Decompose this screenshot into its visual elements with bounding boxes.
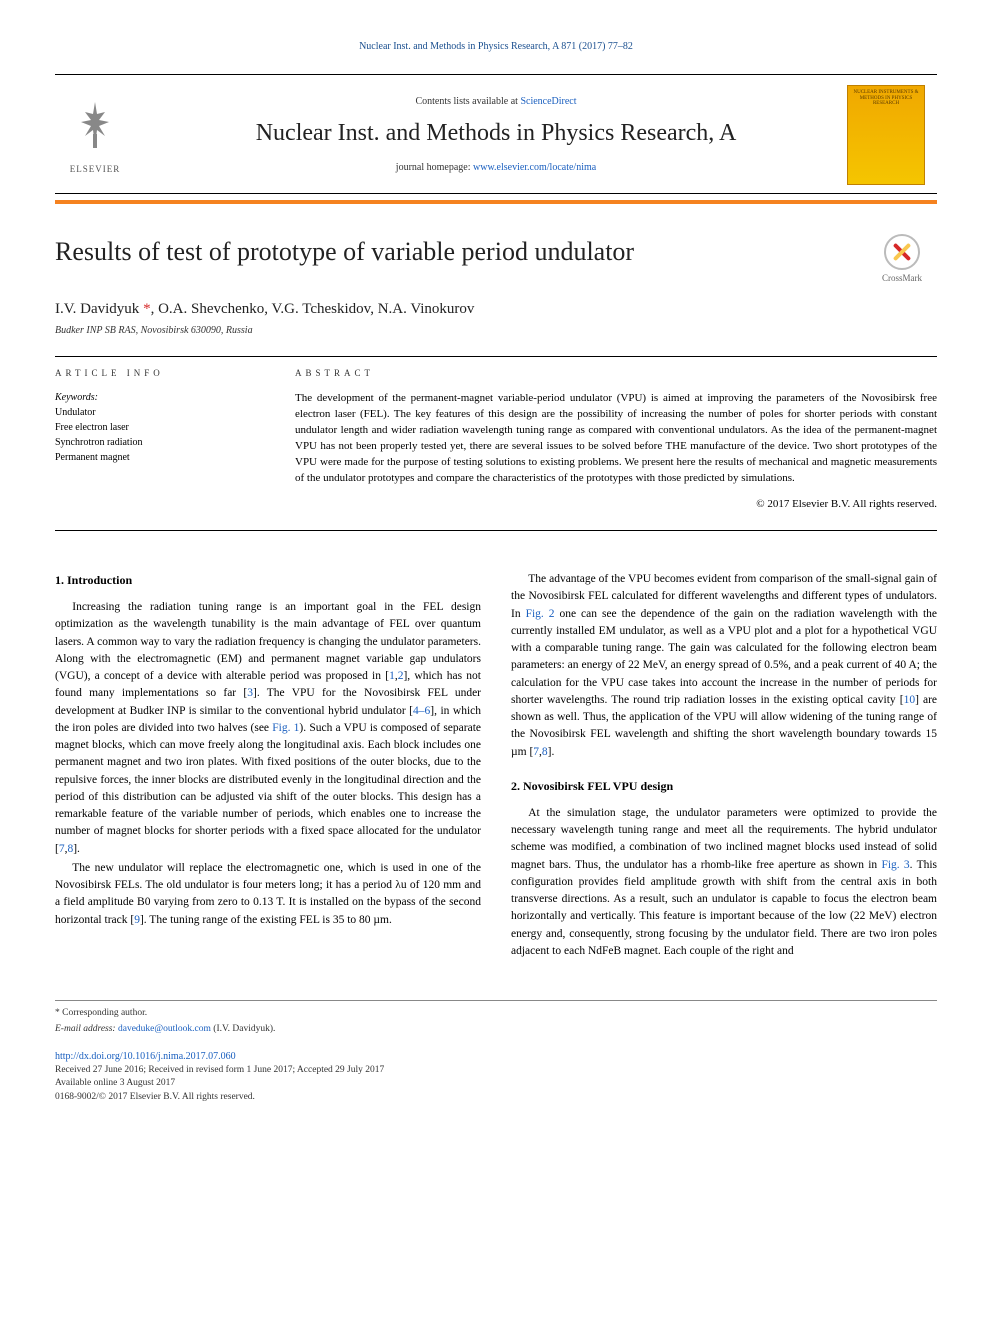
ref-link[interactable]: 10 <box>904 694 916 706</box>
footnote-block: * Corresponding author. E-mail address: … <box>55 1000 937 1104</box>
issn-copyright: 0168-9002/© 2017 Elsevier B.V. All right… <box>55 1091 937 1104</box>
crossmark-label: CrossMark <box>882 272 922 285</box>
orange-divider <box>55 200 937 204</box>
abstract-text: The development of the permanent-magnet … <box>295 391 937 487</box>
article-info-column: article info Keywords: Undulator Free el… <box>55 367 255 513</box>
sciencedirect-link[interactable]: ScienceDirect <box>520 96 576 107</box>
article-title: Results of test of prototype of variable… <box>55 234 847 270</box>
abstract-copyright: © 2017 Elsevier B.V. All rights reserved… <box>295 497 937 512</box>
figure-link[interactable]: Fig. 2 <box>526 608 555 620</box>
section-heading-2: 2. Novosibirsk FEL VPU design <box>511 777 937 795</box>
author-list: I.V. Davidyuk *, O.A. Shevchenko, V.G. T… <box>55 299 937 320</box>
contents-prefix: Contents lists available at <box>415 96 520 107</box>
journal-homepage-line: journal homepage: www.elsevier.com/locat… <box>165 161 827 175</box>
affiliation: Budker INP SB RAS, Novosibirsk 630090, R… <box>55 324 937 338</box>
received-dates: Received 27 June 2016; Received in revis… <box>55 1064 937 1077</box>
corresponding-author-note: * Corresponding author. <box>55 1007 937 1020</box>
author-primary: I.V. Davidyuk <box>55 301 139 317</box>
available-online: Available online 3 August 2017 <box>55 1077 937 1090</box>
corresponding-star-icon: * <box>139 301 150 317</box>
homepage-link[interactable]: www.elsevier.com/locate/nima <box>473 162 596 173</box>
figure-link[interactable]: Fig. 3 <box>881 859 909 871</box>
keyword-item: Synchrotron radiation <box>55 435 255 450</box>
elsevier-logo: ELSEVIER <box>55 90 135 180</box>
section-heading-1: 1. Introduction <box>55 571 481 589</box>
email-label: E-mail address: <box>55 1024 118 1034</box>
abstract-column: abstract The development of the permanen… <box>295 367 937 513</box>
keyword-item: Undulator <box>55 405 255 420</box>
email-line: E-mail address: daveduke@outlook.com (I.… <box>55 1023 937 1036</box>
journal-masthead: ELSEVIER Contents lists available at Sci… <box>55 74 937 194</box>
ref-link[interactable]: 4–6 <box>413 705 430 717</box>
crossmark-icon <box>884 234 920 270</box>
keyword-item: Permanent magnet <box>55 450 255 465</box>
doi-link[interactable]: http://dx.doi.org/10.1016/j.nima.2017.07… <box>55 1051 236 1062</box>
body-paragraph: Increasing the radiation tuning range is… <box>55 599 481 858</box>
abstract-heading: abstract <box>295 367 937 380</box>
publisher-logo-block: ELSEVIER <box>55 90 145 180</box>
keyword-item: Free electron laser <box>55 420 255 435</box>
running-header: Nuclear Inst. and Methods in Physics Res… <box>55 40 937 54</box>
body-paragraph: The new undulator will replace the elect… <box>55 860 481 929</box>
author-email-link[interactable]: daveduke@outlook.com <box>118 1024 211 1034</box>
journal-cover-thumbnail: NUCLEAR INSTRUMENTS & METHODS IN PHYSICS… <box>847 85 925 185</box>
divider <box>55 356 937 357</box>
email-paren: (I.V. Davidyuk). <box>211 1024 275 1034</box>
body-paragraph: At the simulation stage, the undulator p… <box>511 805 937 960</box>
publisher-name: ELSEVIER <box>70 163 121 176</box>
crossmark-widget[interactable]: CrossMark <box>867 234 937 285</box>
article-body: 1. Introduction Increasing the radiation… <box>55 571 937 960</box>
journal-name: Nuclear Inst. and Methods in Physics Res… <box>165 117 827 151</box>
figure-link[interactable]: Fig. 1 <box>272 722 299 734</box>
divider <box>55 530 937 531</box>
article-info-heading: article info <box>55 367 255 380</box>
elsevier-tree-icon <box>65 94 125 161</box>
keywords-label: Keywords: <box>55 391 255 405</box>
body-paragraph: The advantage of the VPU becomes evident… <box>511 571 937 761</box>
homepage-prefix: journal homepage: <box>396 162 473 173</box>
contents-line: Contents lists available at ScienceDirec… <box>165 95 827 109</box>
author-others: , O.A. Shevchenko, V.G. Tcheskidov, N.A.… <box>151 301 475 317</box>
